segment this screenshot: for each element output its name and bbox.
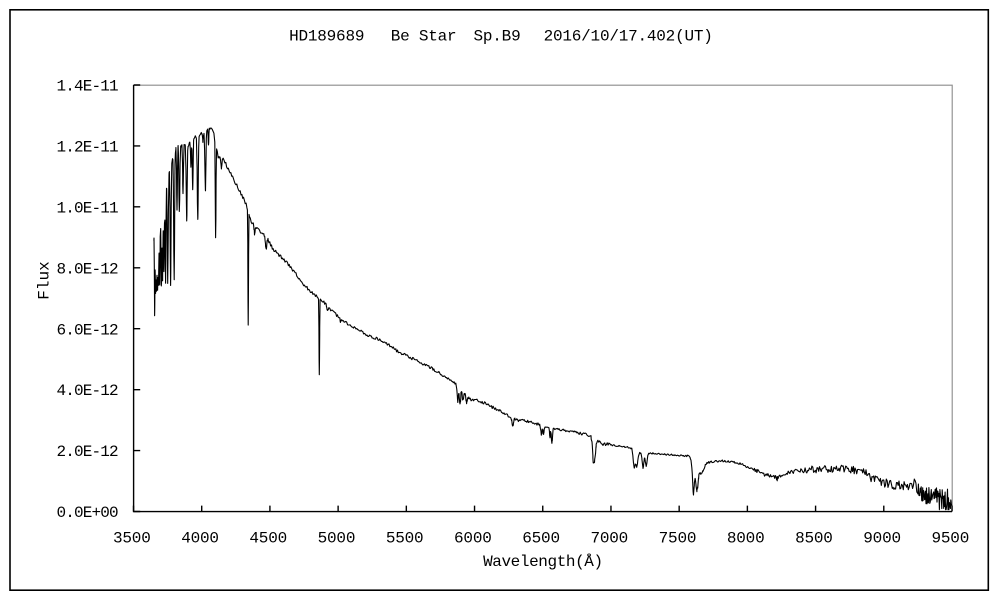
svg-text:Be Star: Be Star <box>391 28 457 46</box>
svg-text:3500: 3500 <box>113 530 151 548</box>
svg-text:2016/10/17.402(UT): 2016/10/17.402(UT) <box>544 28 713 46</box>
svg-text:8000: 8000 <box>727 530 765 548</box>
svg-text:2.0E-12: 2.0E-12 <box>57 443 119 461</box>
svg-text:4500: 4500 <box>249 530 287 548</box>
svg-text:7000: 7000 <box>590 530 628 548</box>
svg-text:4000: 4000 <box>181 530 219 548</box>
svg-text:5000: 5000 <box>318 530 356 548</box>
svg-text:1.0E-11: 1.0E-11 <box>57 199 119 217</box>
svg-text:6500: 6500 <box>522 530 560 548</box>
svg-text:6000: 6000 <box>454 530 492 548</box>
svg-text:Sp.B9: Sp.B9 <box>474 28 521 46</box>
svg-text:1.2E-11: 1.2E-11 <box>57 139 119 157</box>
svg-text:HD189689: HD189689 <box>289 28 364 46</box>
svg-text:9000: 9000 <box>863 530 901 548</box>
svg-text:Wavelength(Å): Wavelength(Å) <box>483 553 603 571</box>
svg-text:7500: 7500 <box>659 530 697 548</box>
svg-text:1.4E-11: 1.4E-11 <box>57 78 119 96</box>
svg-text:6.0E-12: 6.0E-12 <box>57 321 119 339</box>
svg-text:9500: 9500 <box>931 530 969 548</box>
svg-text:0.0E+00: 0.0E+00 <box>57 504 119 522</box>
svg-text:4.0E-12: 4.0E-12 <box>57 382 119 400</box>
svg-text:5500: 5500 <box>386 530 424 548</box>
svg-text:Flux: Flux <box>36 261 54 299</box>
svg-text:8.0E-12: 8.0E-12 <box>57 260 119 278</box>
svg-text:8500: 8500 <box>795 530 833 548</box>
